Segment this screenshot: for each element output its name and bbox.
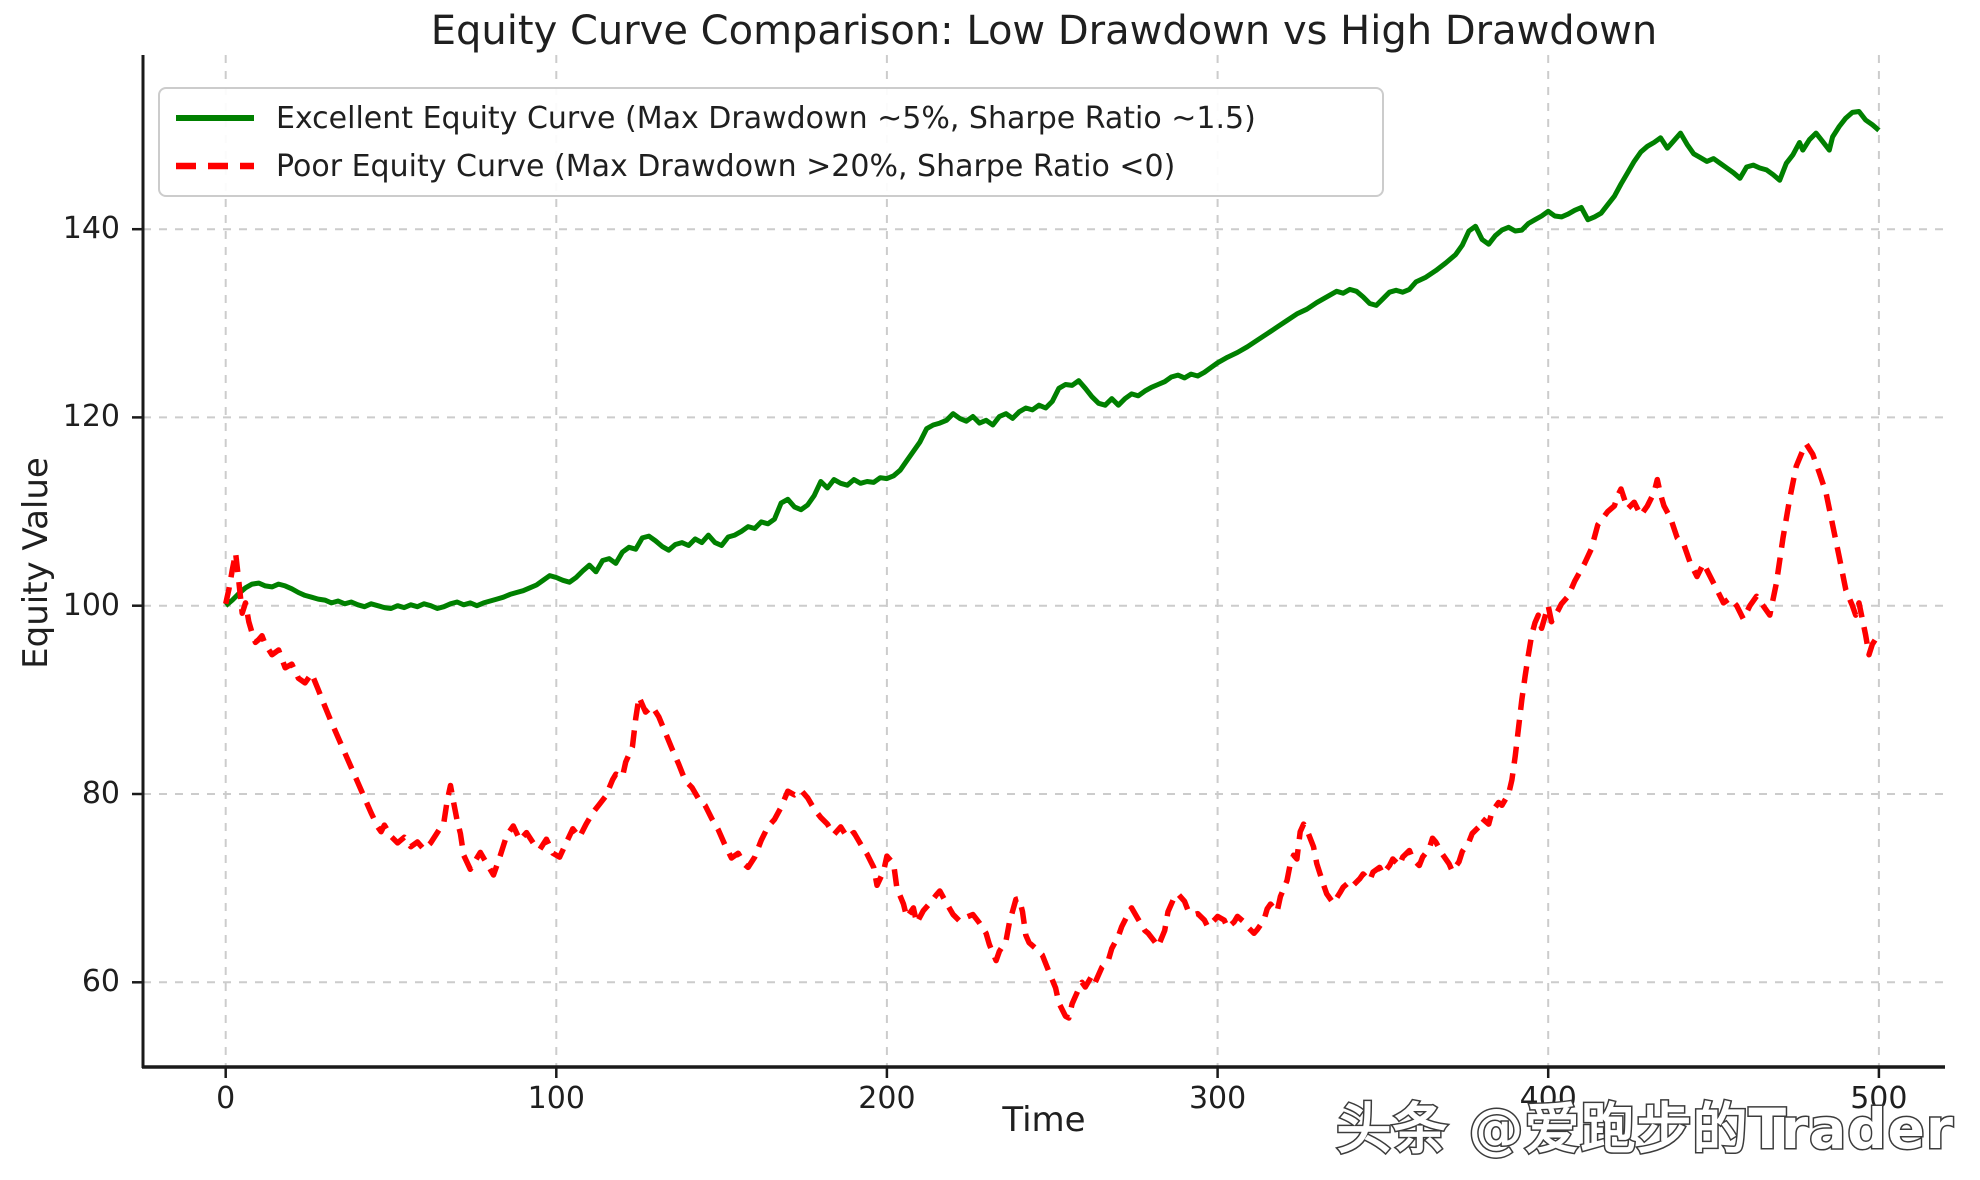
- series-line-0: [224, 109, 1881, 611]
- x-tick-label: 500: [1850, 1081, 1908, 1116]
- y-tick-label: 60: [81, 964, 120, 1000]
- legend-label-poor: Poor Equity Curve (Max Drawdown >20%, Sh…: [276, 148, 1176, 184]
- x-tick-label: 200: [858, 1081, 916, 1116]
- y-tick-label: 140: [62, 211, 120, 247]
- x-tick-label: 300: [1188, 1081, 1247, 1116]
- y-tick-label: 100: [62, 587, 120, 623]
- x-tick-label: 0: [216, 1081, 236, 1116]
- legend-item-excellent: Excellent Equity Curve (Max Drawdown ~5%…: [174, 95, 1372, 141]
- legend-swatch-solid-green-icon: [176, 115, 254, 121]
- legend-item-poor: Poor Equity Curve (Max Drawdown >20%, Sh…: [174, 143, 1372, 189]
- series-line-1: [223, 441, 1882, 1021]
- legend-label-excellent: Excellent Equity Curve (Max Drawdown ~5%…: [276, 100, 1256, 136]
- x-tick-label: 400: [1519, 1081, 1577, 1116]
- y-tick-label: 120: [62, 399, 120, 435]
- legend: Excellent Equity Curve (Max Drawdown ~5%…: [158, 87, 1384, 197]
- x-axis-label: Time: [1002, 1100, 1086, 1140]
- y-axis-label: Equity Value: [16, 457, 56, 669]
- watermark: 头条 @爱跑步的Trader: [1335, 1096, 1955, 1163]
- chart-title: Equity Curve Comparison: Low Drawdown vs…: [430, 8, 1658, 54]
- legend-swatch-dashed-red-icon: [176, 162, 254, 170]
- x-tick-label: 100: [527, 1081, 585, 1116]
- y-tick-label: 80: [81, 775, 120, 811]
